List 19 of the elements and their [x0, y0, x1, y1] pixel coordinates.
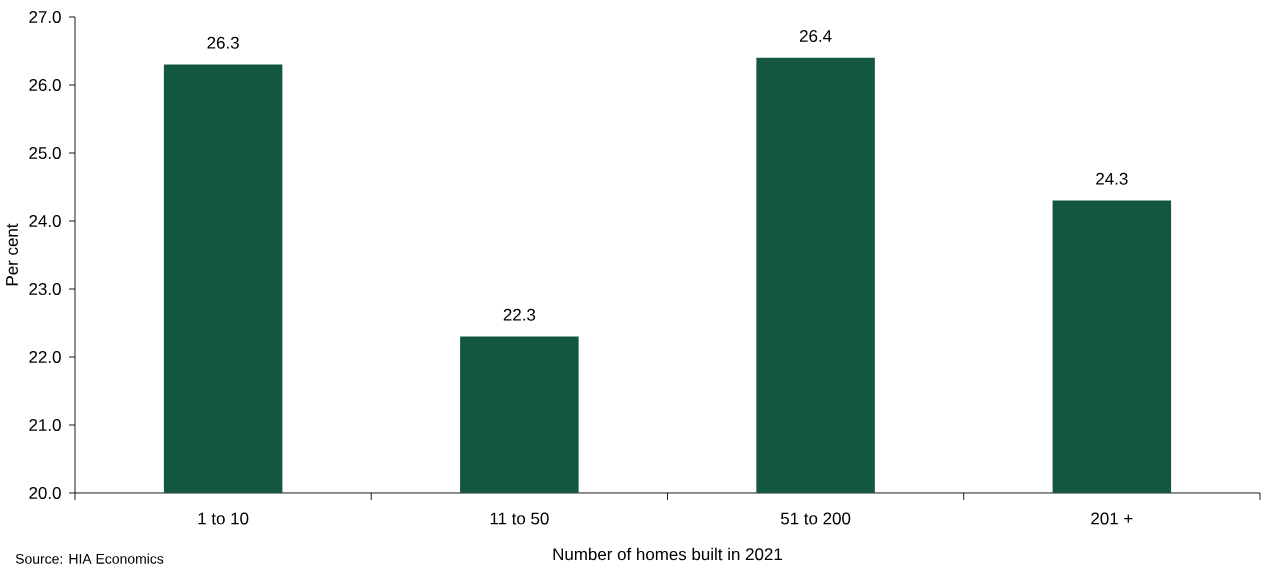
y-tick-label: 25.0	[29, 146, 61, 159]
data-label: 26.3	[207, 36, 239, 49]
y-tick-label: 27.0	[29, 10, 61, 23]
y-tick-label: 20.0	[29, 486, 61, 499]
data-label: 24.3	[1096, 172, 1128, 185]
y-tick-label: 24.0	[29, 214, 61, 227]
y-axis-title: Per cent	[6, 223, 18, 286]
x-tick-label: 11 to 50	[490, 512, 549, 525]
x-tick-label: 1 to 10	[198, 512, 249, 525]
x-tick-label: 51 to 200	[780, 512, 851, 525]
y-tick-label: 26.0	[29, 78, 61, 91]
y-tick-label: 22.0	[29, 350, 61, 363]
source-note: Source: HIA Economics	[15, 553, 164, 564]
data-label: 26.4	[799, 29, 832, 42]
y-tick-label: 23.0	[29, 282, 61, 295]
x-tick-label: 201 +	[1091, 512, 1133, 525]
y-tick-label: 21.0	[29, 418, 61, 431]
data-label: 22.3	[503, 308, 536, 321]
x-axis-title: Number of homes built in 2021	[553, 547, 782, 561]
